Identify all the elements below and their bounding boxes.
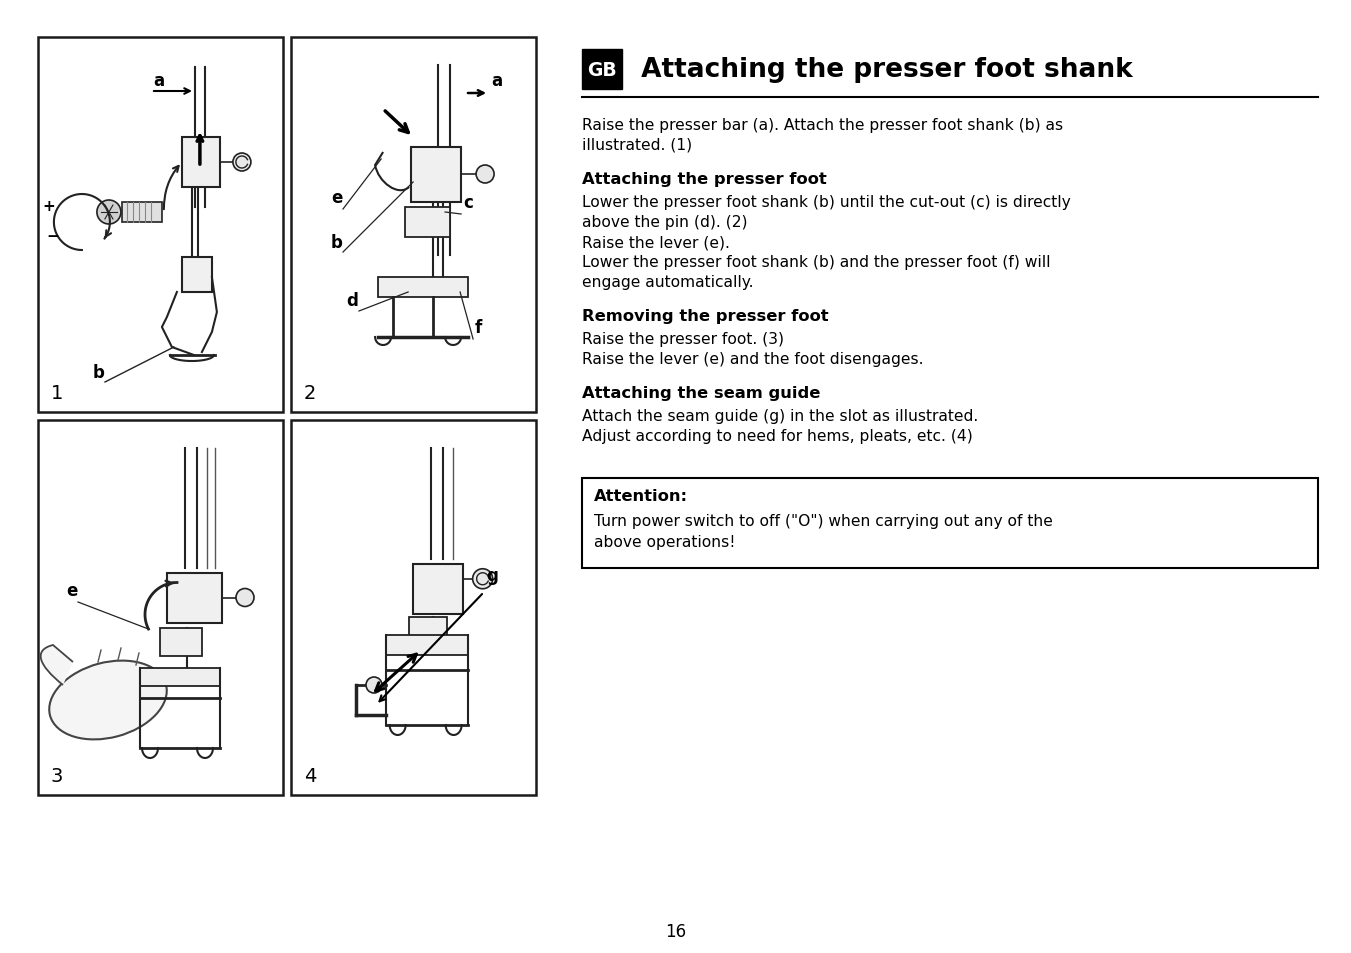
Bar: [385, 636, 467, 656]
Text: a: a: [490, 71, 503, 90]
Text: 16: 16: [665, 923, 686, 940]
Circle shape: [236, 589, 254, 607]
Text: e: e: [66, 581, 77, 599]
Text: engage automatically.: engage automatically.: [582, 274, 754, 290]
Text: 4: 4: [304, 766, 316, 785]
Text: Attach the seam guide (g) in the slot as illustrated.: Attach the seam guide (g) in the slot as…: [582, 409, 978, 423]
Bar: [168, 573, 222, 623]
Text: Raise the presser foot. (3): Raise the presser foot. (3): [582, 332, 784, 347]
Bar: [141, 668, 220, 686]
Circle shape: [476, 166, 494, 184]
Text: Attaching the presser foot shank: Attaching the presser foot shank: [632, 57, 1132, 83]
Bar: [411, 148, 461, 203]
Circle shape: [97, 201, 120, 225]
Circle shape: [232, 153, 251, 172]
Text: Raise the lever (e).: Raise the lever (e).: [582, 234, 730, 250]
Text: 1: 1: [51, 384, 63, 402]
Text: Adjust according to need for hems, pleats, etc. (4): Adjust according to need for hems, pleat…: [582, 429, 973, 443]
Bar: [290, 38, 536, 413]
Text: Raise the lever (e) and the foot disengages.: Raise the lever (e) and the foot disenga…: [582, 352, 924, 367]
Bar: [290, 420, 536, 795]
Text: 3: 3: [51, 766, 63, 785]
Bar: [122, 203, 162, 223]
Bar: [378, 277, 467, 297]
Ellipse shape: [49, 660, 166, 740]
Text: Turn power switch to off ("O") when carrying out any of the: Turn power switch to off ("O") when carr…: [594, 514, 1052, 529]
Text: Lower the presser foot shank (b) until the cut-out (c) is directly: Lower the presser foot shank (b) until t…: [582, 194, 1071, 210]
Text: GB: GB: [588, 60, 617, 79]
Bar: [159, 628, 203, 656]
Bar: [582, 478, 1319, 568]
Text: b: b: [93, 364, 105, 381]
Circle shape: [473, 569, 493, 589]
Bar: [38, 38, 282, 413]
Bar: [405, 208, 450, 237]
Text: a: a: [153, 71, 163, 90]
Bar: [582, 50, 621, 90]
Text: above the pin (d). (2): above the pin (d). (2): [582, 214, 747, 230]
Text: above operations!: above operations!: [594, 535, 735, 550]
Text: c: c: [463, 193, 473, 212]
Text: e: e: [331, 189, 342, 207]
Bar: [182, 257, 212, 293]
PathPatch shape: [41, 645, 73, 685]
Text: Lower the presser foot shank (b) and the presser foot (f) will: Lower the presser foot shank (b) and the…: [582, 254, 1051, 270]
Text: 2: 2: [304, 384, 316, 402]
Text: Removing the presser foot: Removing the presser foot: [582, 309, 828, 324]
Text: Attention:: Attention:: [594, 489, 688, 503]
Text: +: +: [42, 199, 54, 213]
Text: f: f: [476, 318, 482, 336]
Text: Attaching the seam guide: Attaching the seam guide: [582, 386, 820, 400]
Text: illustrated. (1): illustrated. (1): [582, 138, 692, 152]
Text: −: −: [46, 229, 58, 244]
Text: Raise the presser bar (a). Attach the presser foot shank (b) as: Raise the presser bar (a). Attach the pr…: [582, 118, 1063, 132]
Bar: [182, 138, 220, 188]
Bar: [408, 618, 447, 642]
Text: Attaching the presser foot: Attaching the presser foot: [582, 172, 827, 187]
Text: g: g: [486, 566, 499, 584]
Bar: [412, 564, 462, 614]
Text: b: b: [331, 233, 343, 252]
Text: d: d: [346, 292, 358, 310]
Bar: [38, 420, 282, 795]
Circle shape: [366, 678, 382, 693]
